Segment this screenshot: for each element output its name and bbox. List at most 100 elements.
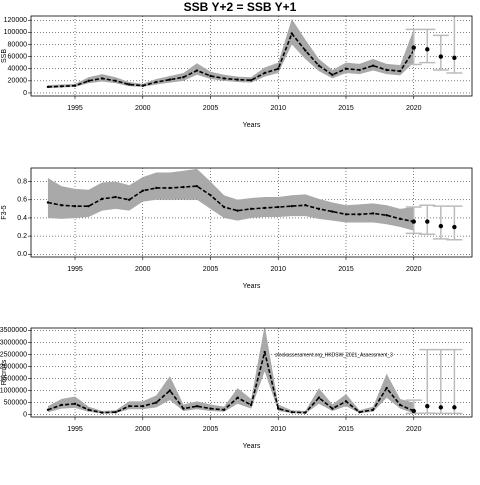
median-point (182, 185, 185, 189)
median-point (182, 407, 185, 410)
median-point (128, 198, 131, 201)
median-point (46, 85, 50, 89)
median-point (290, 204, 294, 208)
x-tick-label: 2000 (135, 266, 151, 273)
median-point (222, 408, 226, 411)
x-tick-label: 1995 (67, 266, 83, 273)
median-point (195, 184, 199, 188)
median-point (344, 400, 348, 403)
median-point (87, 204, 90, 208)
median-point (398, 69, 402, 73)
median-point (304, 204, 307, 207)
median-point (344, 67, 348, 70)
median-line (47, 351, 415, 414)
median-point (277, 205, 280, 209)
median-point (141, 189, 144, 192)
x-axis-label: Years (243, 443, 261, 450)
median-point (73, 402, 77, 405)
x-tick-label: 2015 (338, 266, 354, 273)
x-tick-label: 2005 (203, 105, 219, 112)
median-point (155, 401, 158, 404)
x-tick-label: 2010 (270, 426, 286, 433)
confidence-band (47, 168, 414, 231)
median-point (398, 403, 402, 407)
x-tick-label: 2010 (270, 105, 286, 112)
y-tick-label: 3500000 (0, 327, 27, 334)
chart-title: SSB Y+2 = SSB Y+1 (184, 0, 297, 14)
x-tick-label: 2015 (338, 426, 354, 433)
median-point (317, 64, 321, 67)
median-point (195, 69, 199, 72)
projection-point (452, 224, 457, 230)
median-point (46, 201, 50, 204)
y-tick-label: 1000000 (0, 387, 27, 394)
x-tick-label: 2005 (203, 426, 219, 433)
plot-area (31, 168, 472, 257)
median-point (168, 389, 172, 392)
y-tick-label: 1500000 (0, 375, 27, 382)
y-axis-label: SSB (1, 49, 8, 63)
projection-point (411, 408, 416, 414)
median-point (100, 77, 104, 80)
projection-point (438, 405, 444, 410)
x-tick-label: 2000 (135, 426, 151, 433)
median-point (331, 407, 334, 410)
median-point (168, 78, 172, 81)
plot-area (31, 16, 472, 96)
median-point (114, 79, 117, 83)
plot-frame (30, 327, 473, 418)
projection-point (411, 45, 416, 50)
median-line (47, 31, 415, 88)
median-point (385, 214, 388, 217)
y-tick-label: 80000 (8, 41, 28, 48)
x-tick-label: 2020 (406, 426, 422, 433)
median-point (73, 84, 77, 87)
plot-area (31, 328, 472, 417)
median-point (385, 386, 388, 390)
y-tick-label: 20000 (8, 78, 28, 85)
median-point (385, 68, 388, 72)
median-point (344, 213, 348, 216)
median-point (371, 408, 375, 411)
median-point (141, 404, 144, 408)
y-tick-label: 40000 (8, 66, 28, 73)
median-point (249, 79, 253, 82)
projection-point (438, 54, 444, 59)
median-point (263, 71, 266, 75)
y-axis-label: F3-5 (1, 205, 8, 220)
median-point (209, 74, 212, 78)
median-point (304, 411, 307, 414)
median-point (114, 410, 117, 414)
y-tick-label: 60000 (8, 53, 28, 60)
y-tick-label: 120000 (4, 17, 27, 24)
median-point (60, 204, 63, 207)
x-axis-label: Years (243, 283, 261, 290)
projection-point (411, 219, 416, 224)
median-point (209, 194, 212, 197)
median-point (87, 408, 90, 411)
x-tick-label: 2000 (135, 105, 151, 112)
projection-point (452, 55, 457, 61)
x-tick-label: 2020 (406, 266, 422, 273)
median-point (290, 410, 294, 414)
plot-frame (30, 167, 473, 258)
median-point (87, 79, 90, 83)
median-point (128, 83, 131, 86)
projection-point (425, 403, 430, 409)
x-tick-label: 2005 (203, 266, 219, 273)
median-point (222, 205, 226, 209)
projection-point (452, 405, 457, 410)
y-tick-label: 3000000 (0, 339, 27, 346)
median-point (317, 207, 321, 211)
y-tick-label: 2500000 (0, 351, 27, 358)
confidence-band (47, 19, 414, 89)
median-point (236, 209, 239, 212)
median-point (195, 404, 199, 408)
median-point (100, 197, 104, 201)
median-point (331, 210, 334, 213)
median-point (249, 403, 253, 407)
median-point (398, 217, 402, 221)
median-point (222, 77, 226, 80)
y-tick-label: 0.4 (17, 215, 27, 222)
